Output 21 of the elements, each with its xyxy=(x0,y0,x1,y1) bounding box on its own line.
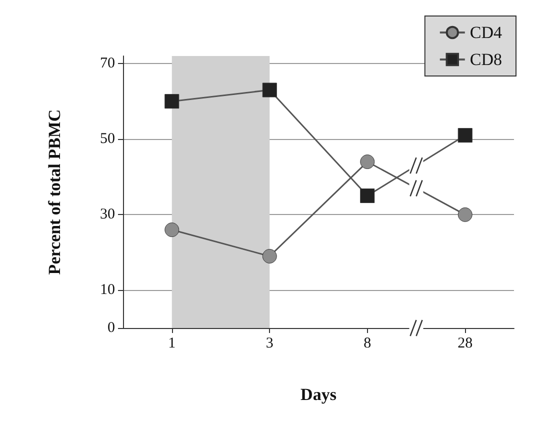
y-axis-title: Percent of total PBMC xyxy=(45,109,64,275)
x-tick-label: 1 xyxy=(168,336,176,352)
point xyxy=(458,128,472,143)
y-tick-label: 30 xyxy=(100,206,115,223)
point xyxy=(262,82,277,98)
x-tick-label: 3 xyxy=(266,336,274,352)
point xyxy=(360,154,375,170)
point xyxy=(262,248,277,264)
point xyxy=(164,94,180,109)
x-axis-title: Days xyxy=(300,385,337,404)
point xyxy=(164,222,180,238)
legend-label: CD8 xyxy=(470,50,502,69)
point xyxy=(360,188,375,204)
y-tick-label: 10 xyxy=(100,282,115,298)
point xyxy=(458,207,472,222)
x-tick-label: 8 xyxy=(364,336,372,352)
y-tick-label: 70 xyxy=(100,56,115,72)
y-tick-label: 0 xyxy=(108,320,115,336)
legend-label: CD4 xyxy=(470,23,502,42)
x-tick-label: 28 xyxy=(458,336,473,352)
y-tick-label: 50 xyxy=(100,131,115,148)
